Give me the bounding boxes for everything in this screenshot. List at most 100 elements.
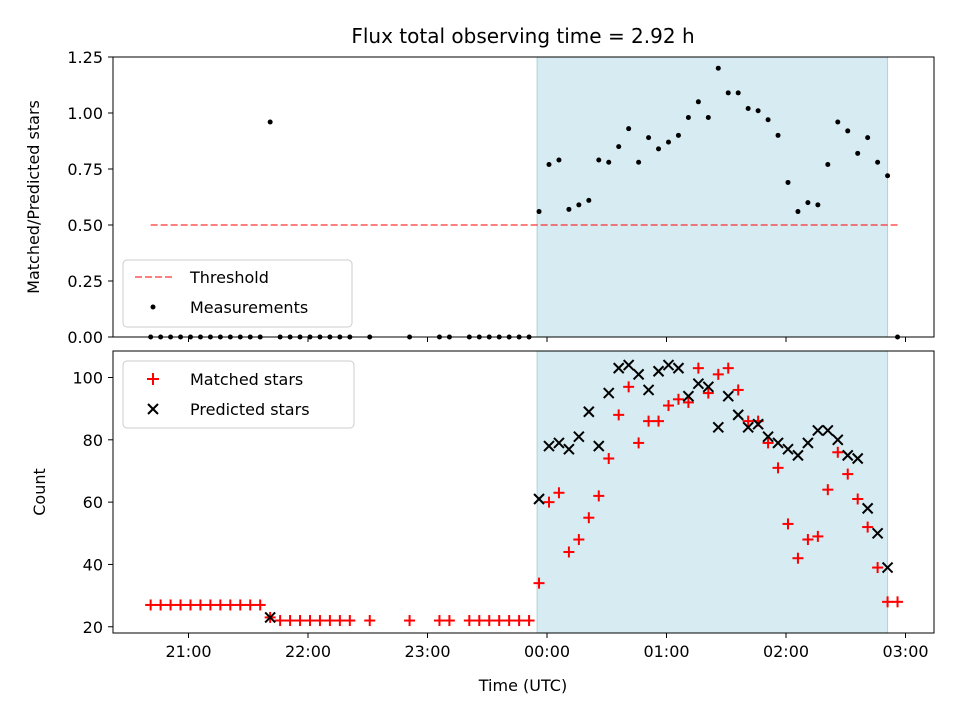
matched-stars-point — [732, 384, 744, 396]
matched-stars-point — [682, 396, 694, 408]
ratio-y-axis: 0.00 0.25 0.50 0.75 1.00 1.25 — [67, 48, 113, 347]
threshold-legend-label: Threshold — [189, 268, 269, 287]
measurements-legend-swatch — [150, 304, 156, 310]
measurement-point — [685, 114, 691, 120]
matched-stars-point — [533, 577, 545, 589]
predicted-stars-point — [742, 421, 754, 434]
matched-stars-point — [184, 599, 196, 611]
x-tick-label: 02:00 — [763, 642, 809, 661]
matched-stars-point — [782, 518, 794, 530]
y-tick-label: 0.00 — [67, 328, 103, 347]
matched-stars-point — [872, 562, 884, 574]
predicted-stars-point — [792, 449, 804, 462]
predicted-stars-point — [553, 437, 565, 449]
y-tick-label: 60 — [83, 493, 103, 512]
predicted-stars-point — [702, 381, 715, 393]
y-tick-label: 1.25 — [67, 48, 103, 67]
measurement-point — [855, 150, 861, 156]
matched-stars-point — [483, 615, 495, 627]
matched-stars-point — [175, 599, 187, 611]
predicted-stars-point — [264, 611, 276, 624]
matched-stars-point — [692, 362, 704, 374]
matched-stars-point — [194, 599, 206, 611]
matched-stars-point — [712, 368, 724, 380]
measurement-point — [675, 132, 681, 138]
matched-stars-point — [882, 596, 894, 608]
matched-stars-point — [324, 615, 336, 627]
x-tick-label: 03:00 — [882, 642, 928, 661]
y-tick-label: 80 — [83, 431, 103, 450]
x-tick-label: 22:00 — [285, 642, 331, 661]
matched-stars-point — [662, 400, 674, 412]
measurement-point — [626, 126, 632, 132]
matched-stars-point — [603, 453, 615, 465]
matched-stars-point — [145, 599, 157, 611]
y-tick-label: 0.25 — [67, 272, 103, 291]
predicted-stars-point — [861, 502, 874, 515]
matched-stars-point — [653, 415, 665, 427]
measurement-point — [785, 179, 791, 185]
matched-stars-point — [792, 552, 804, 564]
measurement-point — [765, 117, 771, 123]
ratio-legend: Threshold Measurements — [122, 259, 353, 328]
measurement-point — [616, 144, 622, 150]
matched-stars-point — [633, 437, 645, 449]
y-tick-label: 20 — [83, 618, 103, 637]
predicted-stars-point — [583, 406, 595, 418]
predicted-stars-point — [622, 359, 635, 371]
measurement-point — [815, 202, 821, 208]
matched-stars-point — [742, 415, 754, 427]
measurement-point — [606, 159, 612, 165]
matched-stars-point — [812, 530, 824, 542]
measurements-legend-label: Measurements — [190, 298, 308, 317]
measurement-point — [875, 159, 881, 165]
matched-stars-point — [553, 487, 565, 499]
predicted-legend-label: Predicted stars — [190, 400, 310, 419]
matched-stars-point — [304, 615, 316, 627]
predicted-stars-point — [851, 452, 864, 465]
x-tick-label: 23:00 — [404, 642, 450, 661]
ratio-y-label: Matched/Predicted stars — [24, 100, 43, 294]
matched-stars-point — [473, 615, 485, 627]
predicted-stars-point — [871, 527, 884, 539]
measurement-point — [656, 146, 662, 152]
predicted-stars-point — [732, 409, 744, 421]
predicted-stars-point — [881, 561, 894, 574]
matched-stars-point — [563, 546, 575, 558]
count-y-label: Count — [30, 468, 49, 516]
matched-stars-point — [204, 599, 216, 611]
measurement-point — [596, 157, 602, 163]
matched-legend-swatch — [147, 373, 159, 385]
measurement-point — [795, 209, 801, 215]
measurement-point — [835, 119, 841, 125]
matched-stars-point — [722, 362, 734, 374]
measurement-point — [705, 114, 711, 120]
matched-stars-point — [513, 615, 525, 627]
predicted-stars-point — [603, 387, 615, 399]
measurement-point — [267, 119, 273, 125]
matched-stars-point — [214, 599, 226, 611]
matched-stars-point — [155, 599, 167, 611]
matched-stars-point — [493, 615, 505, 627]
measurement-point — [546, 162, 552, 168]
predicted-stars-point — [543, 440, 555, 452]
matched-stars-point — [762, 437, 774, 449]
x-tick-label: 01:00 — [643, 642, 689, 661]
measurement-point — [636, 159, 642, 165]
predicted-stars-point — [812, 424, 824, 437]
matched-stars-point — [274, 615, 286, 627]
measurement-point — [775, 132, 781, 138]
ratio-x-axis — [188, 337, 906, 342]
matched-stars-point — [623, 381, 635, 393]
matched-stars-point — [852, 493, 864, 505]
predicted-stars-point — [612, 362, 625, 374]
predicted-stars-point — [752, 418, 764, 430]
matched-stars-point — [344, 615, 356, 627]
predicted-stars-point — [712, 421, 724, 434]
predicted-stars-point — [772, 437, 784, 449]
measurement-point — [715, 65, 721, 71]
matched-stars-point — [463, 615, 475, 627]
matched-stars-point — [224, 599, 236, 611]
predicted-stars-point — [692, 378, 705, 390]
